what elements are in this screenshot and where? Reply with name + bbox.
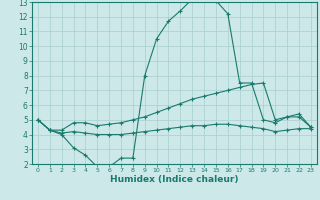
X-axis label: Humidex (Indice chaleur): Humidex (Indice chaleur) — [110, 175, 239, 184]
